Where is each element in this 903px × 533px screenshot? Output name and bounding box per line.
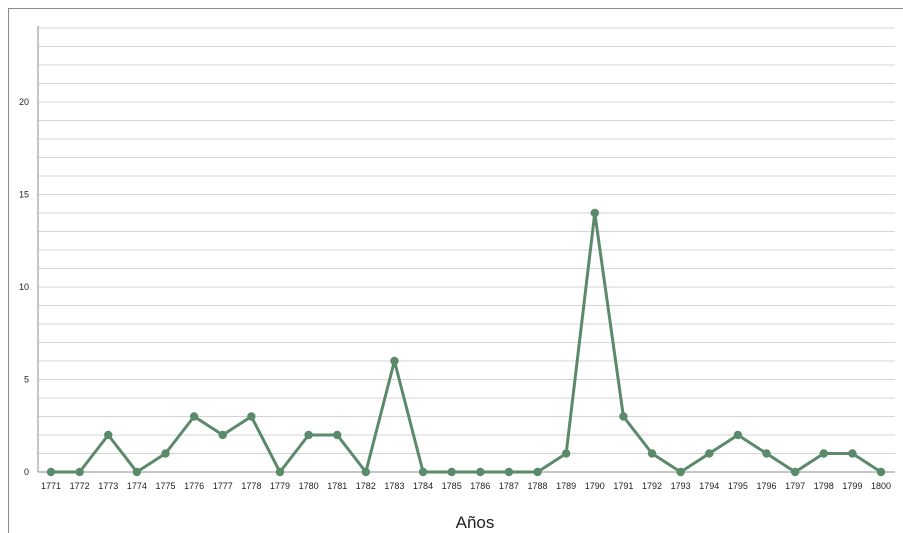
data-point	[275, 467, 285, 477]
y-tick-labels: 0 5 10 15 20	[19, 97, 29, 477]
y-tick-label: 0	[24, 467, 29, 477]
data-point	[561, 449, 571, 458]
data-point	[790, 467, 800, 477]
data-point	[75, 467, 84, 477]
data-point	[247, 412, 256, 421]
x-tick-label: 1781	[327, 481, 347, 491]
x-tick-labels: 1771 1772 1773 1774 1775 1776 1777 1778 1779 1780…	[41, 481, 891, 491]
x-tick-label: 1779	[270, 481, 290, 491]
data-point	[189, 412, 199, 421]
x-tick-label: 1788	[528, 481, 548, 491]
data-point	[447, 467, 456, 477]
y-tick-label: 10	[19, 282, 29, 292]
x-tick-label: 1786	[470, 481, 490, 491]
data-point	[46, 467, 56, 477]
y-tick-label: 20	[19, 97, 29, 107]
x-tick-label: 1795	[728, 481, 748, 491]
data-point	[161, 449, 170, 458]
x-tick-label: 1777	[213, 481, 233, 491]
data-point	[676, 467, 685, 477]
data-point	[762, 449, 771, 458]
x-tick-label: 1776	[184, 481, 204, 491]
x-tick-label: 1772	[70, 481, 90, 491]
data-points	[46, 208, 886, 477]
x-tick-label: 1794	[699, 481, 719, 491]
data-point	[218, 430, 227, 440]
x-tick-label: 1796	[757, 481, 777, 491]
x-axis-label: Años	[456, 513, 495, 532]
y-tick-label: 5	[24, 375, 29, 385]
data-point	[647, 449, 657, 458]
x-tick-label: 1783	[384, 481, 404, 491]
x-tick-label: 1800	[871, 481, 891, 491]
data-point	[418, 467, 428, 477]
data-point	[705, 449, 714, 458]
data-point	[876, 467, 886, 477]
x-tick-label: 1778	[241, 481, 261, 491]
data-point	[819, 449, 828, 458]
x-tick-label: 1793	[671, 481, 691, 491]
data-point	[132, 467, 142, 477]
x-tick-label: 1784	[413, 481, 433, 491]
x-tick-label: 1787	[499, 481, 519, 491]
x-tick-label: 1790	[585, 481, 605, 491]
x-tick-label: 1785	[442, 481, 462, 491]
x-tick-label: 1780	[299, 481, 319, 491]
series-line	[51, 211, 882, 474]
y-tick-label: 15	[19, 190, 29, 200]
data-point	[333, 430, 342, 440]
data-point	[733, 430, 743, 440]
gridlines	[38, 27, 895, 454]
x-tick-label: 1797	[785, 481, 805, 491]
x-tick-label: 1775	[155, 481, 175, 491]
x-tick-label: 1792	[642, 481, 662, 491]
x-tick-label: 1782	[356, 481, 376, 491]
data-point	[304, 430, 313, 440]
data-point	[533, 467, 542, 477]
data-point	[619, 412, 628, 421]
data-point	[361, 467, 371, 477]
data-point	[848, 449, 857, 458]
data-point	[390, 356, 399, 366]
x-tick-label: 1771	[41, 481, 61, 491]
data-point	[504, 467, 514, 477]
x-tick-label: 1791	[613, 481, 633, 491]
data-point	[590, 208, 599, 218]
x-tick-label: 1774	[127, 481, 147, 491]
data-point	[476, 467, 485, 477]
data-point	[104, 430, 113, 440]
x-tick-label: 1773	[98, 481, 118, 491]
x-tick-label: 1798	[814, 481, 834, 491]
chart-frame	[8, 8, 903, 533]
x-tick-label: 1789	[556, 481, 576, 491]
x-tick-label: 1799	[842, 481, 862, 491]
